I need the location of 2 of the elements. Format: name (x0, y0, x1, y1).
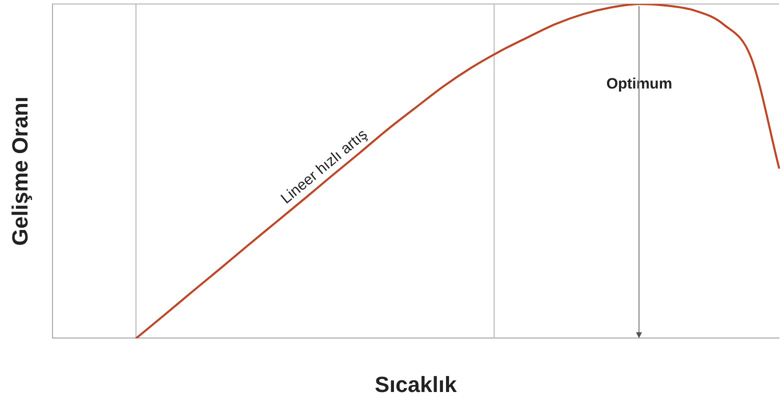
y-axis-title: Gelişme Oranı (7, 96, 32, 246)
x-axis-title: Sıcaklık (374, 372, 458, 397)
